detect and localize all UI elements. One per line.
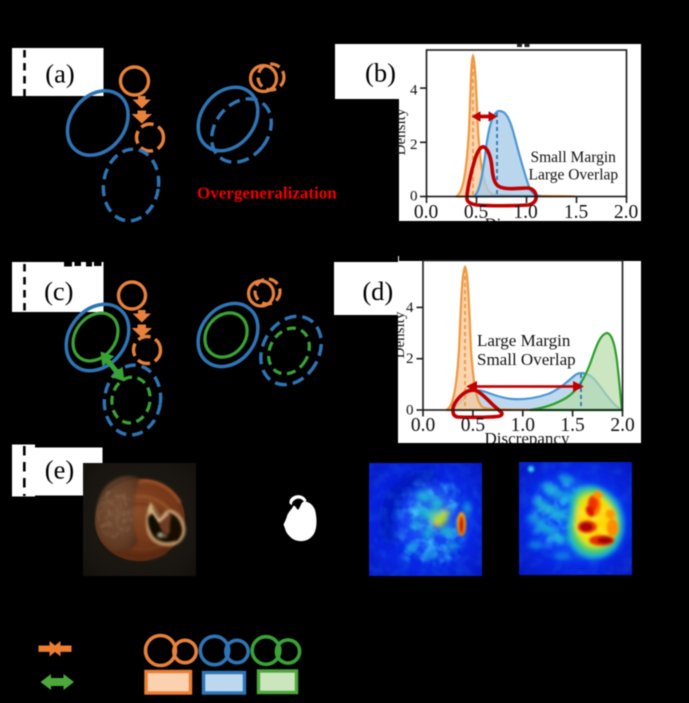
svg-text:(b): (b) — [365, 58, 396, 88]
svg-text:(c): (c) — [44, 276, 73, 306]
svg-text:2: 2 — [406, 351, 414, 367]
svg-text:4: 4 — [406, 300, 414, 316]
svg-text:0.0: 0.0 — [414, 202, 438, 223]
svg-text:Large Overlap: Large Overlap — [529, 167, 619, 184]
svg-text:(d): (d) — [362, 276, 393, 306]
svg-text:0: 0 — [410, 189, 418, 205]
svg-text:0: 0 — [406, 403, 414, 419]
svg-text:1.5: 1.5 — [560, 415, 584, 436]
svg-text:1.5: 1.5 — [564, 202, 588, 223]
svg-text:0.5: 0.5 — [464, 202, 488, 223]
svg-text:Large Margin: Large Margin — [477, 331, 571, 350]
svg-text:Overgeneralization: Overgeneralization — [197, 184, 337, 203]
svg-text:1.0: 1.0 — [511, 415, 535, 436]
svg-text:(e): (e) — [45, 455, 74, 485]
svg-text:0.5: 0.5 — [461, 415, 485, 436]
svg-text:Small Overlap: Small Overlap — [477, 350, 576, 369]
svg-text:Density: Density — [393, 108, 409, 155]
svg-text:(a): (a) — [45, 59, 74, 89]
svg-text:2: 2 — [410, 137, 418, 153]
svg-text:1.0: 1.0 — [513, 202, 537, 223]
svg-text:Small Margin: Small Margin — [531, 149, 617, 166]
svg-text:2.0: 2.0 — [610, 415, 634, 436]
svg-text:4: 4 — [410, 83, 418, 99]
svg-text:2.0: 2.0 — [614, 202, 638, 223]
svg-text:0.0: 0.0 — [411, 415, 435, 436]
